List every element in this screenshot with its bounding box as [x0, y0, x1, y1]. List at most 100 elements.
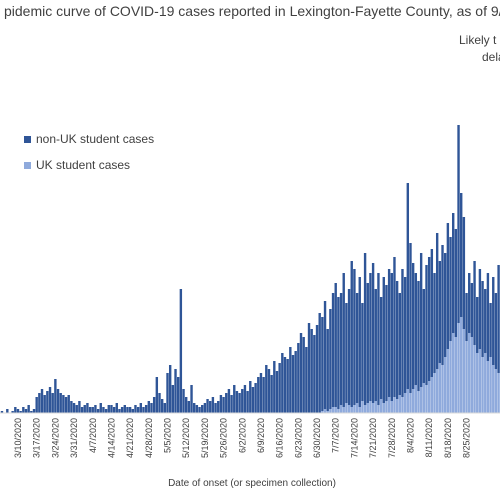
bar-segment	[249, 381, 252, 413]
bar-segment	[270, 375, 273, 413]
bar-segment	[339, 405, 343, 413]
bar-segment	[120, 407, 124, 413]
bar-segment	[126, 407, 129, 413]
bar-segment	[206, 399, 209, 413]
bar-segment	[174, 369, 177, 413]
bar-segment	[406, 183, 410, 389]
bar-segment	[302, 337, 305, 413]
bar-segment	[387, 269, 391, 397]
bar-segment	[433, 373, 436, 413]
legend-swatch	[24, 136, 31, 143]
bar-segment	[22, 407, 25, 413]
bar-segment	[265, 365, 268, 413]
bar-segment	[387, 397, 391, 413]
bar-segment	[171, 385, 175, 413]
bar-segment	[393, 257, 396, 397]
bar-segment	[438, 261, 442, 363]
bar-segment	[160, 399, 164, 413]
bar-segment	[323, 301, 327, 409]
bar-segment	[427, 257, 431, 381]
bar-segment	[310, 329, 313, 413]
bar-segment	[366, 283, 369, 403]
bar-segment	[446, 223, 450, 349]
x-tick-label: 5/19/2020	[200, 418, 210, 458]
bar-segment	[64, 397, 68, 413]
bar-segment	[347, 289, 351, 405]
bar-segment	[441, 365, 444, 413]
bar-segment	[142, 407, 145, 413]
bar-segment	[462, 329, 466, 413]
bar-segment	[353, 269, 356, 405]
bar-segment	[203, 403, 207, 413]
bar-segment	[430, 249, 434, 377]
bar-segment	[217, 401, 220, 413]
bar-segment	[398, 293, 401, 395]
bar-segment	[374, 289, 377, 401]
x-tick-label: 8/18/2020	[443, 418, 453, 458]
bar-segment	[427, 381, 431, 413]
bar-segment	[150, 403, 153, 413]
bar-segment	[315, 325, 319, 413]
bar-segment	[497, 265, 500, 373]
bar-segment	[417, 391, 420, 413]
bar-segment	[497, 373, 500, 413]
bar-segment	[238, 393, 241, 413]
bar-segment	[198, 407, 201, 413]
bar-segment	[275, 371, 279, 413]
bar-segment	[414, 273, 418, 385]
x-tick-label: 4/21/2020	[125, 418, 135, 458]
bar-segment	[430, 377, 434, 413]
bar-segment	[443, 357, 447, 413]
bar-segment	[267, 369, 271, 413]
bar-segment	[112, 407, 116, 413]
bar-segment	[438, 363, 442, 413]
bar-segment	[227, 389, 231, 413]
bar-segment	[123, 405, 126, 413]
bar-segment	[297, 343, 300, 413]
bar-segment	[374, 401, 377, 413]
x-tick-label: 7/14/2020	[349, 418, 359, 458]
bar-segment	[299, 333, 303, 413]
bar-segment	[24, 409, 28, 413]
bar-segment	[96, 409, 100, 413]
bar-segment	[286, 359, 289, 413]
bar-segment	[337, 409, 340, 413]
bar-segment	[211, 397, 215, 413]
bar-segment	[382, 403, 385, 413]
bar-segment	[454, 229, 458, 337]
bar-segment	[110, 405, 113, 413]
bar-segment	[163, 403, 167, 413]
bar-segment	[425, 385, 428, 413]
bar-segment	[35, 397, 38, 413]
bar-segment	[326, 329, 329, 411]
bar-segment	[291, 355, 295, 413]
bar-segment	[465, 293, 468, 341]
bar-segment	[222, 397, 225, 413]
x-tick-label: 7/7/2020	[331, 418, 341, 453]
bar-segment	[470, 283, 474, 337]
annotation: dela	[482, 50, 500, 64]
bar-segment	[377, 405, 380, 413]
bar-segment	[409, 393, 412, 413]
bar-segment	[67, 395, 70, 413]
x-tick-label: 8/4/2020	[405, 418, 415, 453]
bar-segment	[118, 409, 121, 413]
bar-segment	[313, 335, 316, 413]
bar-segment	[390, 401, 393, 413]
bar-segment	[243, 385, 247, 413]
bar-segment	[385, 401, 388, 413]
bar-segment	[478, 349, 482, 413]
bar-segment	[254, 383, 257, 413]
bar-segment	[457, 125, 460, 323]
bar-segment	[398, 395, 401, 413]
bar-segment	[347, 405, 351, 413]
x-tick-label: 6/16/2020	[275, 418, 285, 458]
bar-segment	[257, 377, 260, 413]
bar-segment	[409, 243, 412, 393]
x-tick-label: 3/10/2020	[13, 418, 23, 458]
bar-segment	[259, 373, 263, 413]
bar-segment	[158, 393, 161, 413]
bar-segment	[131, 409, 134, 413]
bar-segment	[179, 289, 183, 413]
